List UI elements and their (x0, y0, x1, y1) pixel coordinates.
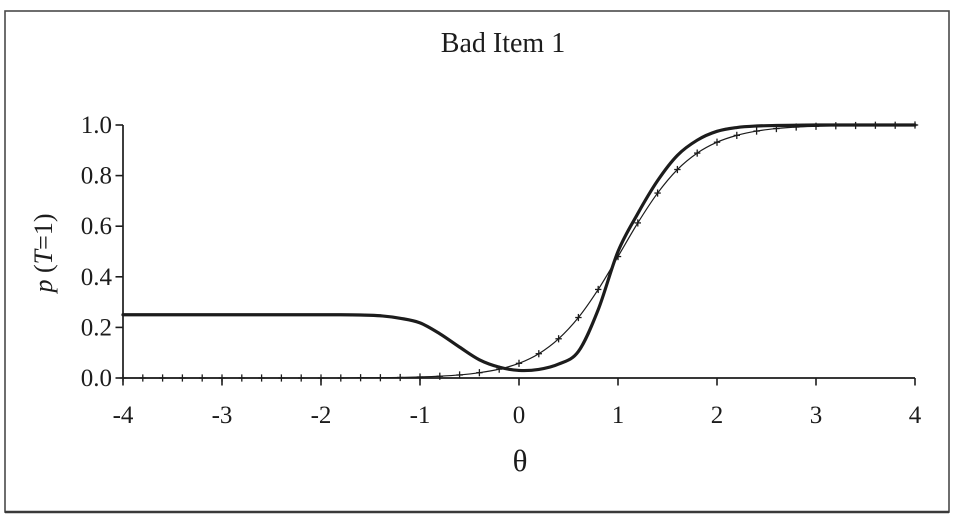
y-tick-label: 0.2 (81, 314, 112, 341)
y-tick-label: 0.0 (81, 365, 112, 392)
y-tick-label: 0.6 (81, 213, 112, 240)
x-axis-title: θ (513, 443, 528, 478)
data-series-layer (119, 121, 919, 382)
y-axis-ticks: 0.0 0.2 0.4 0.6 0.8 1.0 (81, 112, 123, 392)
x-tick-label: -1 (410, 402, 431, 429)
x-tick-label: 4 (909, 402, 922, 429)
x-tick-label: 1 (612, 402, 625, 429)
y-axis-title-T: T (29, 248, 58, 264)
true-nonmonotone-icc-line (121, 123, 917, 373)
y-axis-title-paren: ( (29, 264, 58, 279)
y-axis-title-p: p (29, 279, 58, 294)
y-tick-label: 0.4 (81, 264, 113, 291)
y-axis-title-eq1: =1) (29, 214, 58, 250)
x-axis-ticks: -4 -3 -2 -1 0 1 2 3 4 (113, 378, 922, 429)
chart-title: Bad Item 1 (441, 28, 565, 59)
x-tick-label: -2 (311, 402, 332, 429)
x-tick-label: -3 (212, 402, 233, 429)
x-tick-label: 2 (711, 402, 724, 429)
y-tick-label: 1.0 (81, 112, 112, 139)
x-tick-label: 3 (810, 402, 823, 429)
x-tick-label: 0 (513, 402, 526, 429)
x-tick-label: -4 (113, 402, 134, 429)
y-axis-title: p (T=1) (29, 214, 58, 295)
figure-frame (4, 10, 950, 513)
estimated-logistic-icc-markers (119, 121, 919, 382)
y-tick-label: 0.8 (81, 163, 112, 190)
